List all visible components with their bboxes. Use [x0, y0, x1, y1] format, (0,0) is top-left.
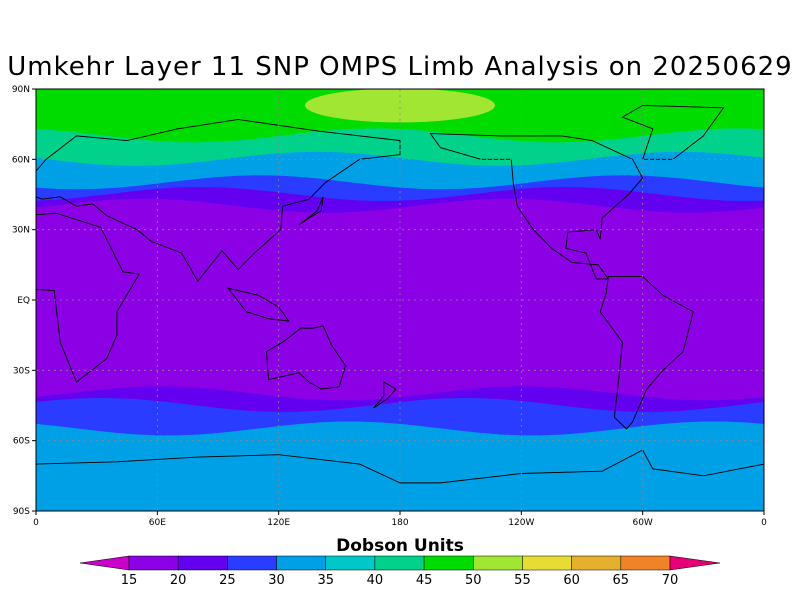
colorbar: 15 20 25 30 35 40 45 50 55 60 65 70	[79, 555, 721, 588]
lat-label: 30S	[13, 366, 30, 376]
lat-label: 60N	[12, 155, 30, 165]
greenland-outline	[621, 104, 725, 160]
japan-outline	[298, 196, 324, 226]
lon-label: 60E	[149, 518, 166, 528]
colorbar-swatch	[423, 555, 474, 571]
australia-outline	[266, 325, 346, 390]
colorbar-level-label: 20	[170, 573, 187, 588]
longitude-labels: 0 60E 120E 180 120W 60W 0	[33, 511, 767, 528]
colorbar-swatch	[177, 555, 228, 571]
colorbar-level-label: 40	[367, 573, 384, 588]
contour-band	[36, 456, 764, 511]
colorbar-level-label: 50	[465, 573, 482, 588]
antarctica-outline	[36, 449, 764, 511]
lat-label: 90S	[13, 507, 30, 517]
lon-label: 120E	[267, 518, 290, 528]
colorbar-level-label: 15	[121, 573, 138, 588]
lon-label: 0	[761, 518, 767, 528]
lon-label: 0	[33, 518, 39, 528]
coastlines	[36, 104, 764, 511]
lon-label: 180	[391, 518, 408, 528]
chart-title: Umkehr Layer 11 SNP OMPS Limb Analysis o…	[7, 52, 793, 82]
colorbar-swatch	[325, 555, 376, 571]
colorbar-low-arrow	[79, 555, 130, 571]
colorbar-level-label: 65	[613, 573, 630, 588]
colorbar-level-label: 45	[416, 573, 433, 588]
lon-label: 120W	[508, 518, 534, 528]
lat-label: 60S	[13, 437, 30, 447]
colorbar-level-label: 60	[563, 573, 580, 588]
indonesia-outline	[226, 287, 290, 322]
colorbar-swatch	[620, 555, 671, 571]
grid-lines	[36, 89, 764, 511]
lat-label: 30N	[12, 226, 30, 236]
lat-label: EQ	[17, 296, 30, 306]
south-america-outline	[599, 276, 694, 430]
colorbar-level-label: 70	[662, 573, 679, 588]
colorbar-level-label: 55	[514, 573, 531, 588]
arctic-max-region	[305, 89, 495, 123]
new-zealand-outline	[373, 381, 397, 409]
colorbar-swatch	[227, 555, 277, 571]
colorbar-swatch	[473, 555, 523, 571]
lon-label: 60W	[632, 518, 652, 528]
colorbar-swatch	[128, 555, 179, 571]
colorbar-level-label: 30	[268, 573, 285, 588]
europe-asia-outline	[36, 119, 401, 283]
colorbar-level-label: 35	[317, 573, 334, 588]
colorbar-swatch	[374, 555, 425, 571]
colorbar-swatch	[276, 555, 326, 571]
lat-label: 90N	[12, 85, 30, 95]
colorbar-title: Dobson Units	[336, 536, 464, 556]
colorbar-high-arrow	[669, 555, 721, 571]
colorbar-swatch	[522, 555, 572, 571]
north-america-outline	[429, 133, 644, 280]
africa-outline	[36, 212, 140, 383]
colorbar-level-label: 25	[219, 573, 236, 588]
colorbar-swatch	[571, 555, 622, 571]
latitude-labels: 90N 60N 30N EQ 30S 60S 90S	[12, 85, 36, 517]
